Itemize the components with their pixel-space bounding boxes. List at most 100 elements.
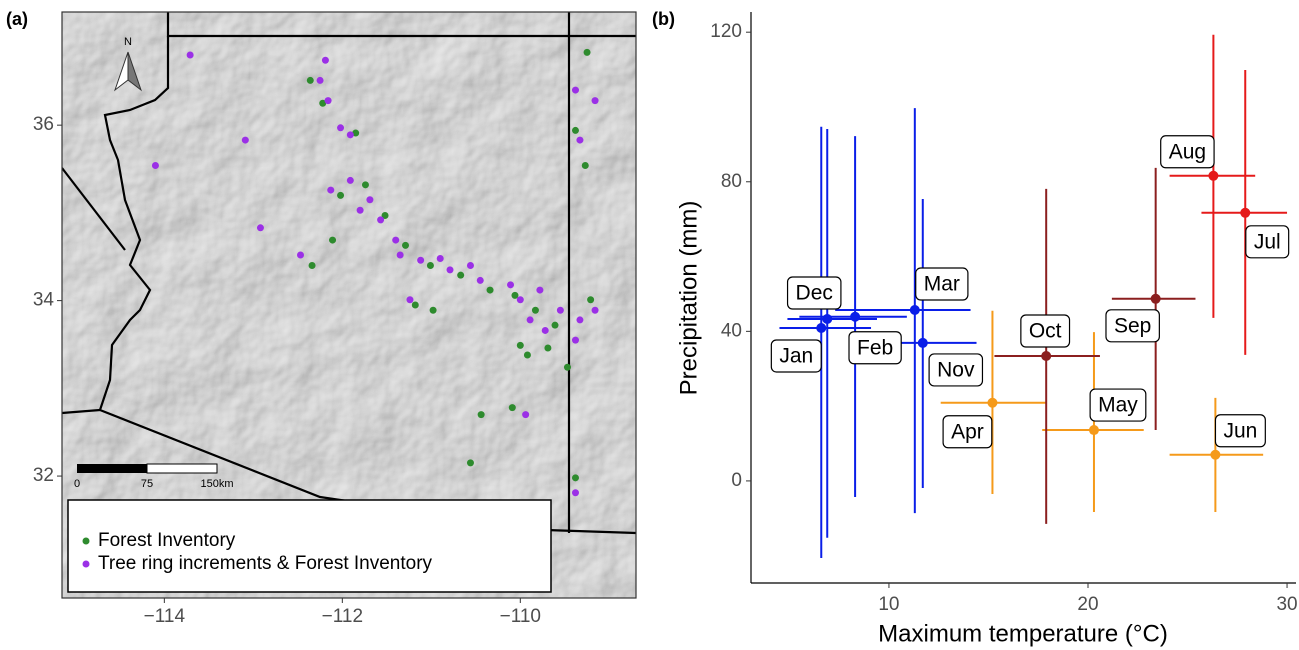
site-point (437, 255, 444, 262)
point (822, 314, 832, 324)
site-point (552, 322, 559, 329)
site-point (427, 262, 434, 269)
site-point (532, 307, 539, 314)
scale-label: 0 (74, 478, 80, 490)
y-tick-label: 34 (33, 290, 55, 311)
site-point (152, 162, 159, 169)
site-point (406, 296, 413, 303)
point-label: Dec (796, 282, 833, 305)
point-label: Jul (1254, 230, 1281, 253)
site-point (592, 307, 599, 314)
site-point (467, 262, 474, 269)
site-point (572, 474, 579, 481)
x-tick-label: −112 (322, 606, 363, 627)
figure: (a) (b) N 0 75 150km Forest Inventory Tr… (0, 0, 1299, 650)
site-point (517, 342, 524, 349)
site-point (307, 77, 314, 84)
site-point (524, 352, 531, 359)
site-point (467, 459, 474, 466)
site-point (582, 162, 589, 169)
site-point (392, 237, 399, 244)
legend: Forest Inventory Tree ring increments & … (68, 500, 551, 592)
site-point (527, 316, 534, 323)
x-axis-title: Maximum temperature (°C) (878, 620, 1168, 647)
point (850, 312, 860, 322)
point-label: Nov (937, 358, 975, 381)
site-point (487, 287, 494, 294)
point-label: Sep (1114, 314, 1151, 337)
site-point (242, 137, 249, 144)
legend-label: Tree ring increments & Forest Inventory (98, 553, 433, 574)
point (1089, 425, 1099, 435)
site-point (478, 411, 485, 418)
site-point (572, 337, 579, 344)
y-tick-label: 80 (721, 171, 742, 192)
point-label: Mar (924, 273, 960, 296)
site-point (542, 327, 549, 334)
point-label: Jun (1223, 419, 1257, 442)
site-point (457, 272, 464, 279)
y-tick-label: 120 (710, 21, 742, 42)
site-point (257, 224, 264, 231)
site-point (317, 77, 324, 84)
site-point (507, 281, 514, 288)
site-point (402, 242, 409, 249)
site-point (564, 364, 571, 371)
site-point (347, 177, 354, 184)
site-point (536, 287, 543, 294)
y-tick-label: 36 (33, 114, 54, 135)
site-point (347, 131, 354, 138)
site-point (477, 277, 484, 284)
site-point (522, 411, 529, 418)
legend-swatch (83, 561, 90, 568)
site-point (592, 97, 599, 104)
x-tick-label: 30 (1276, 594, 1297, 615)
scale-label: 75 (141, 478, 153, 490)
site-point (430, 307, 437, 314)
site-point (337, 192, 344, 199)
site-point (337, 124, 344, 131)
site-point (417, 257, 424, 264)
x-tick-label: 20 (1077, 594, 1098, 615)
scale-seg (147, 464, 217, 473)
site-point (544, 344, 551, 351)
site-point (572, 87, 579, 94)
x-tick-label: −114 (144, 606, 186, 627)
scale-label: 150km (200, 478, 233, 490)
site-point (584, 49, 591, 56)
site-point (572, 489, 579, 496)
panel-label: (b) (652, 9, 675, 29)
x-tick-label: −110 (500, 606, 541, 627)
site-point (366, 196, 373, 203)
x-tick-label: 10 (878, 594, 899, 615)
point (816, 323, 826, 333)
point (1240, 208, 1250, 218)
point (1041, 351, 1051, 361)
point-label: Jan (779, 345, 813, 368)
point-label: Feb (857, 336, 893, 359)
point-label: Apr (951, 420, 984, 443)
site-point (325, 97, 332, 104)
point (1151, 294, 1161, 304)
point-label: Oct (1029, 320, 1062, 343)
y-tick-label: 0 (731, 470, 742, 491)
legend-label: Forest Inventory (98, 530, 236, 551)
y-axis-title: Precipitation (mm) (675, 201, 702, 396)
site-point (572, 127, 579, 134)
north-label: N (124, 36, 132, 48)
site-point (322, 57, 329, 64)
site-point (377, 216, 384, 223)
site-point (329, 237, 336, 244)
site-point (557, 307, 564, 314)
y-tick-label: 40 (721, 320, 742, 341)
site-point (362, 181, 369, 188)
site-point (397, 251, 404, 258)
point (987, 398, 997, 408)
site-point (517, 296, 524, 303)
point (1208, 171, 1218, 181)
site-point (587, 296, 594, 303)
site-point (509, 404, 516, 411)
site-point (447, 266, 454, 273)
site-point (576, 137, 583, 144)
